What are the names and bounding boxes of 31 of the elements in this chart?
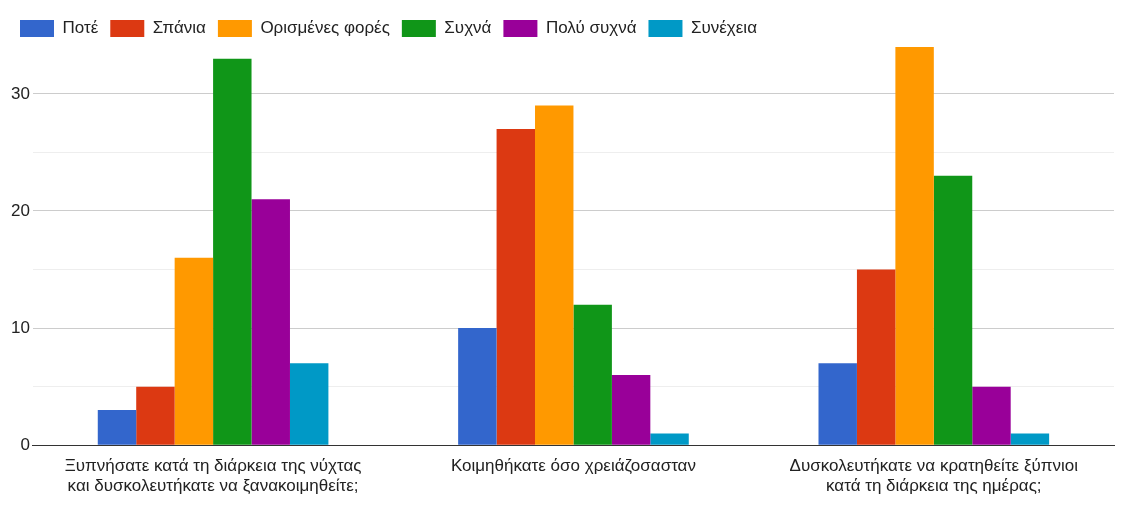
y-tick-label: 0 [20, 434, 30, 454]
bar [458, 328, 497, 445]
bar [573, 304, 612, 445]
bar [611, 374, 651, 445]
legend-label: Συχνά [444, 18, 492, 38]
bar [174, 257, 214, 445]
bar [818, 363, 857, 445]
y-tick-label: 10 [10, 317, 30, 337]
y-tick-label: 20 [10, 200, 30, 220]
legend-label: Ορισμένες φορές [260, 18, 390, 38]
bar [97, 410, 137, 445]
legend-label: Ποτέ [62, 18, 99, 38]
bar [136, 386, 175, 445]
bar [251, 199, 290, 445]
bar [1010, 433, 1050, 445]
bar [856, 269, 896, 445]
legend-label: Σπάνια [152, 18, 207, 38]
bar [933, 175, 973, 445]
legend-label: Πολύ συχνά [545, 18, 637, 38]
bar [496, 128, 536, 445]
y-tick-label: 30 [10, 83, 30, 103]
bar [213, 58, 252, 445]
bar [535, 105, 574, 445]
bar [972, 386, 1011, 445]
bar [289, 363, 329, 445]
bar [895, 47, 934, 445]
x-tick-label: Κοιμηθήκατε όσο χρειάζοσασταν [450, 456, 696, 476]
x-tick-label: Δυσκολευτήκατε να κρατηθείτε ξύπνιοι κατά τη διάρκεια της ημέρας; [789, 456, 1079, 496]
legend-label: Συνέχεια [690, 18, 758, 38]
x-tick-label: Ξυπνήσατε κατά τη διάρκεια της νύχτας και δυσκολευτήκατε να ξανακοιμηθείτε; [64, 456, 362, 496]
bar [650, 433, 689, 445]
